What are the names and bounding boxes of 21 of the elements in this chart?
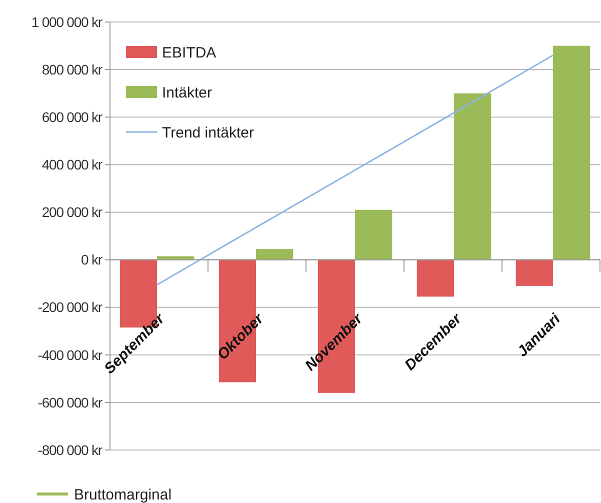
legend-label: Trend intäkter xyxy=(162,124,254,142)
y-tick-label: 400 000 kr xyxy=(42,156,103,173)
y-tick-label: -200 000 kr xyxy=(38,299,103,316)
bar xyxy=(454,93,492,260)
bar xyxy=(516,260,553,286)
legend-label: EBITDA xyxy=(162,44,216,62)
bar xyxy=(552,46,590,260)
y-tick-label: 200 000 kr xyxy=(42,204,103,220)
bar xyxy=(157,256,194,260)
y-tick-label: -400 000 kr xyxy=(38,346,103,363)
y-tick-label: 1 000 000 kr xyxy=(31,14,103,30)
bar xyxy=(355,210,392,260)
legend-label: Bruttomarginal xyxy=(74,486,172,503)
y-tick-label: 600 000 kr xyxy=(42,109,103,126)
y-tick-label: 0 kr xyxy=(81,252,103,268)
legend-label: Intäkter xyxy=(162,84,212,102)
y-tick-label: -600 000 kr xyxy=(38,394,103,410)
y-tick-label: -800 000 kr xyxy=(38,442,103,458)
bar xyxy=(416,260,454,297)
y-tick-label: 800 000 kr xyxy=(42,61,103,78)
bar xyxy=(256,249,294,260)
